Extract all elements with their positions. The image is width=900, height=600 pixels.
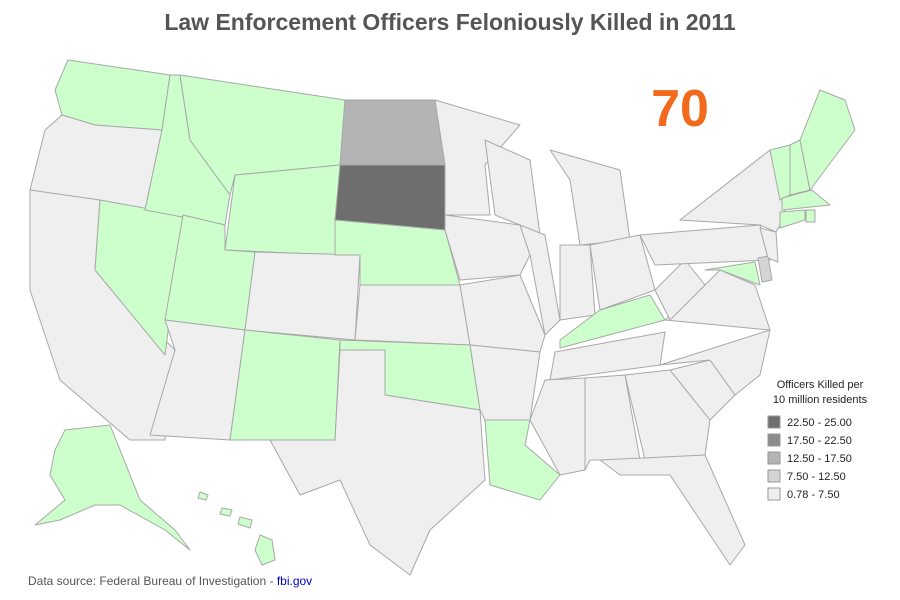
hawaii xyxy=(254,534,276,566)
legend: 22.50 - 25.00 17.50 - 22.50 12.50 - 17.50 7… xyxy=(767,415,852,501)
title: Law Enforcement Officers Feloniously Kil… xyxy=(164,9,736,35)
hawaii xyxy=(197,491,209,501)
state xyxy=(599,454,746,566)
legend-label: 17.50 - 22.50 xyxy=(787,435,852,447)
legend-label: 22.50 - 25.00 xyxy=(787,417,852,429)
state xyxy=(224,164,341,256)
hawaii xyxy=(219,507,233,517)
total-count: 70 xyxy=(651,80,709,138)
state xyxy=(639,224,771,266)
source-text: Data source: Federal Bureau of Investiga… xyxy=(28,574,277,588)
state xyxy=(529,377,586,476)
source-link[interactable]: fbi.gov xyxy=(277,574,312,588)
legend-swatch xyxy=(767,415,781,429)
legend-swatch xyxy=(767,487,781,501)
legend-label: 7.50 - 12.50 xyxy=(787,471,846,483)
legend-label: 12.50 - 17.50 xyxy=(787,453,852,465)
legend-swatch xyxy=(767,469,781,483)
state xyxy=(469,344,541,421)
legend-title: 10 million residents xyxy=(773,394,868,406)
state xyxy=(704,261,761,286)
state xyxy=(334,164,446,231)
state xyxy=(559,244,596,321)
state xyxy=(654,259,706,321)
state xyxy=(757,255,773,283)
state xyxy=(519,224,561,336)
state xyxy=(799,89,856,191)
alaska xyxy=(34,424,191,551)
state xyxy=(759,227,779,263)
hawaii xyxy=(237,516,253,529)
state xyxy=(229,329,341,441)
legend-title: Officers Killed per xyxy=(777,379,864,391)
state xyxy=(444,214,531,281)
state xyxy=(781,189,831,211)
state xyxy=(434,99,521,216)
state xyxy=(244,251,361,341)
legend-swatch xyxy=(767,433,781,447)
footer: Data source: Federal Bureau of Investiga… xyxy=(28,574,312,588)
state xyxy=(269,349,486,576)
state xyxy=(624,369,711,461)
state xyxy=(149,319,246,441)
state xyxy=(779,209,806,229)
state xyxy=(339,99,446,166)
state xyxy=(659,329,771,396)
state xyxy=(805,209,816,223)
states xyxy=(29,59,856,576)
state xyxy=(354,284,471,346)
legend-swatch xyxy=(767,451,781,465)
legend-label: 0.78 - 7.50 xyxy=(787,489,840,501)
state xyxy=(459,274,546,353)
